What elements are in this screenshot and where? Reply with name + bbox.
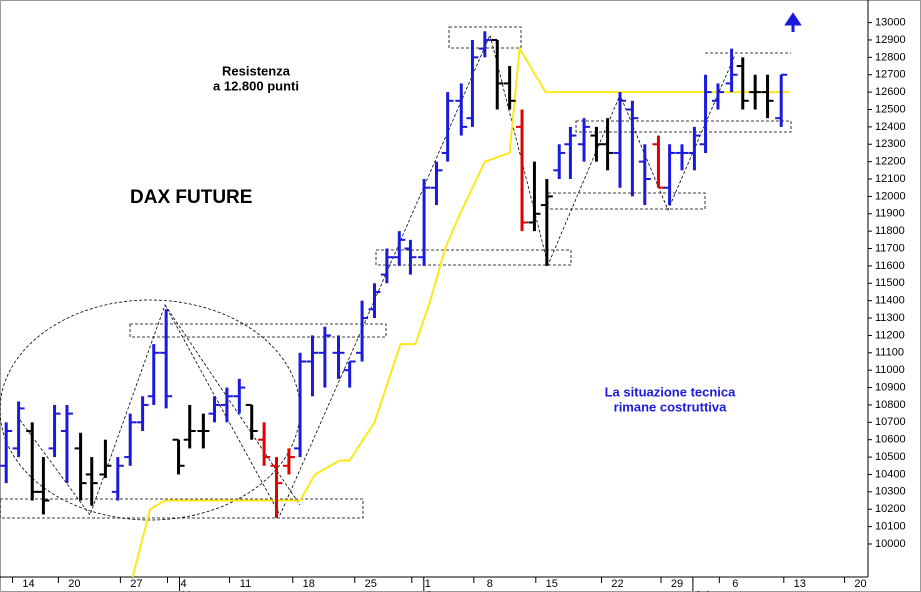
y-tick-label: 10900 <box>875 381 906 393</box>
support-box <box>129 323 387 338</box>
y-tick-label: 10200 <box>875 503 906 515</box>
support-box <box>0 498 364 519</box>
x-tick-label: 20 <box>68 578 80 590</box>
y-tick-label: 10400 <box>875 468 906 480</box>
y-tick-label: 12700 <box>875 69 906 81</box>
y-tick-label: 13000 <box>875 16 906 28</box>
x-tick-label: 4 <box>180 578 186 590</box>
zigzag <box>19 33 736 516</box>
y-tick-label: 12000 <box>875 190 906 202</box>
x-tick-label: 20 <box>854 578 866 590</box>
support-box <box>375 249 572 266</box>
y-tick-label: 10800 <box>875 399 906 411</box>
x-tick-label: 6 <box>732 578 738 590</box>
x-tick-label: 14 <box>22 578 34 590</box>
x-tick-label: 27 <box>130 578 142 590</box>
y-tick-label: 11400 <box>875 295 905 307</box>
x-tick-label: 8 <box>487 578 493 590</box>
annotation: rimane costruttiva <box>614 399 727 414</box>
x-tick-label: 11 <box>240 578 251 590</box>
y-tick-label: 11600 <box>875 260 905 272</box>
chart-title: DAX FUTURE <box>130 187 252 208</box>
y-tick-label: 12600 <box>875 86 906 98</box>
x-tick-label: 29 <box>671 578 683 590</box>
month-label: June <box>426 590 450 592</box>
y-tick-label: 12100 <box>875 173 906 185</box>
y-tick-label: 12200 <box>875 156 906 168</box>
y-tick-label: 12500 <box>875 103 906 115</box>
y-tick-label: 10700 <box>875 416 906 428</box>
y-tick-label: 12300 <box>875 138 906 150</box>
annotation: La situazione tecnica <box>605 384 737 399</box>
month-label: May <box>182 590 203 592</box>
y-tick-label: 11200 <box>875 329 905 341</box>
x-tick-label: 1 <box>425 578 431 590</box>
month-label: July <box>695 590 715 592</box>
y-tick-label: 11900 <box>875 208 905 220</box>
y-tick-label: 10100 <box>875 521 906 533</box>
y-tick-label: 11800 <box>875 225 905 237</box>
x-tick-label: 18 <box>303 578 315 590</box>
y-tick-label: 12900 <box>875 34 906 46</box>
y-tick-label: 11100 <box>875 347 904 359</box>
annotation: Resistenza <box>222 63 291 78</box>
y-tick-label: 11300 <box>875 312 905 324</box>
annotation: a 12.800 punti <box>213 78 299 93</box>
up-arrow <box>784 12 802 32</box>
x-tick-label: 13 <box>794 578 806 590</box>
y-tick-label: 12800 <box>875 51 906 63</box>
y-tick-label: 10600 <box>875 434 906 446</box>
y-tick-label: 10300 <box>875 486 906 498</box>
y-tick-label: 11700 <box>875 242 905 254</box>
y-tick-label: 11500 <box>875 277 905 289</box>
x-tick-label: 15 <box>546 578 558 590</box>
y-tick-label: 12400 <box>875 121 906 133</box>
y-tick-label: 10500 <box>875 451 906 463</box>
x-tick-label: 22 <box>611 578 623 590</box>
resistance-box <box>448 26 522 49</box>
x-tick-label: 25 <box>365 578 377 590</box>
y-tick-label: 10000 <box>875 538 906 550</box>
support-box <box>575 120 792 133</box>
y-tick-label: 11000 <box>875 364 905 376</box>
